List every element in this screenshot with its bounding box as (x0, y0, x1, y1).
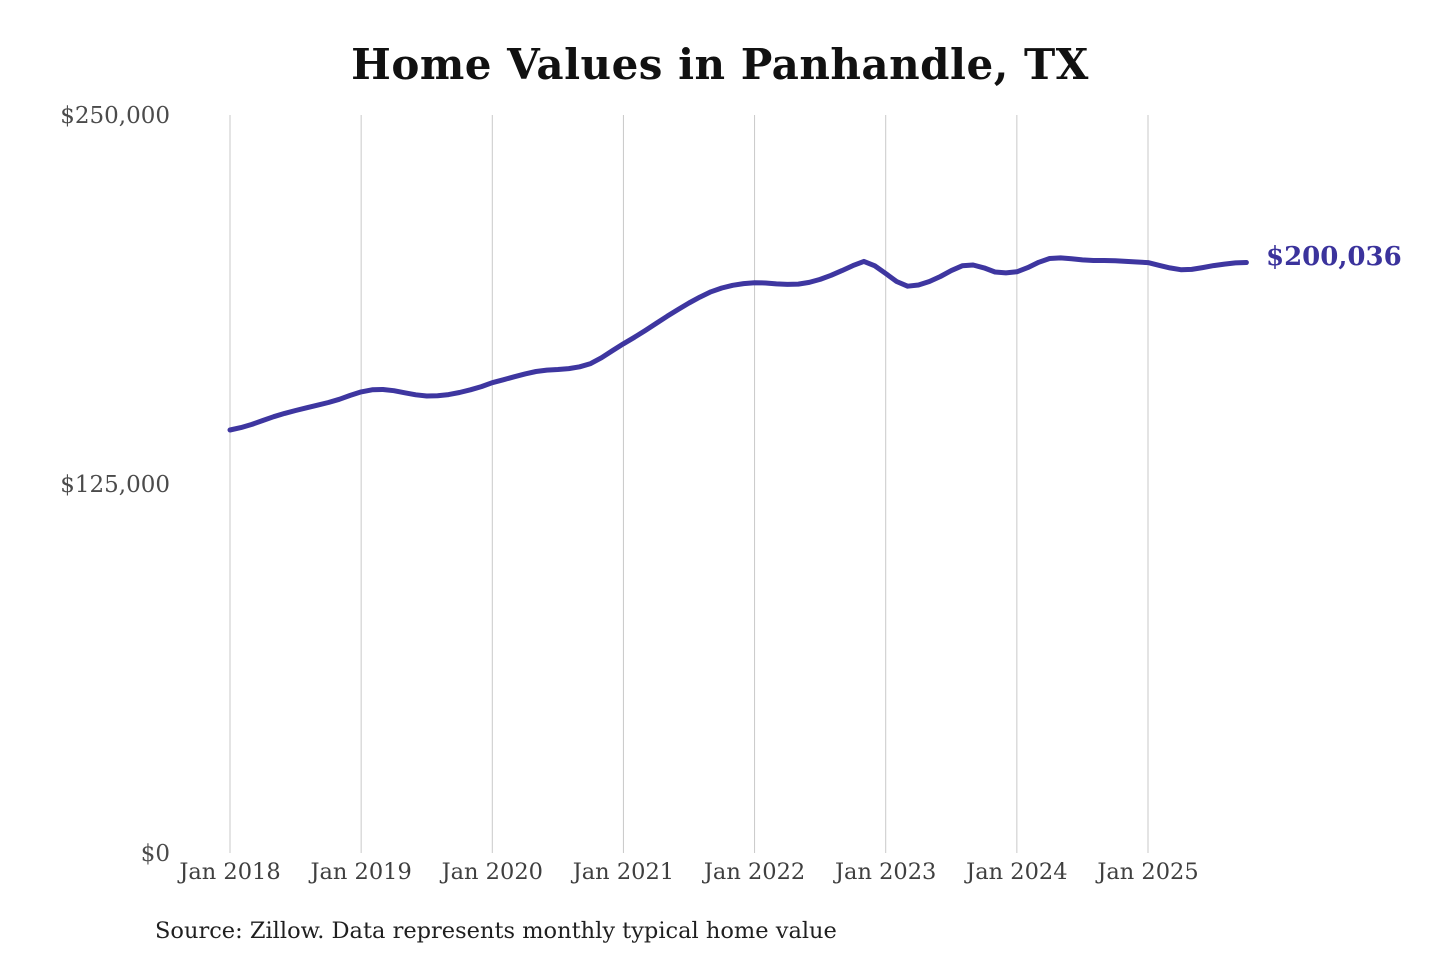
x-axis-tick-label: Jan 2018 (177, 859, 280, 885)
x-axis-tick-label: Jan 2025 (1095, 859, 1198, 885)
chart-title: Home Values in Panhandle, TX (351, 40, 1089, 89)
x-axis-tick-label: Jan 2022 (702, 859, 805, 885)
home-value-series-line (227, 255, 1249, 433)
source-note: Source: Zillow. Data represents monthly … (155, 918, 837, 944)
x-axis-tick-label: Jan 2024 (964, 859, 1067, 885)
y-axis-tick-label: $250,000 (60, 103, 170, 129)
x-axis-tick-label: Jan 2019 (308, 859, 411, 885)
y-axis-tick-label: $0 (141, 841, 170, 867)
x-axis-tick-label: Jan 2023 (833, 859, 936, 885)
x-axis-tick-label: Jan 2021 (571, 859, 674, 885)
x-axis-tick-label: Jan 2020 (440, 859, 543, 885)
y-axis-tick-label: $125,000 (60, 472, 170, 498)
latest-value-label: $200,036 (1266, 242, 1402, 272)
